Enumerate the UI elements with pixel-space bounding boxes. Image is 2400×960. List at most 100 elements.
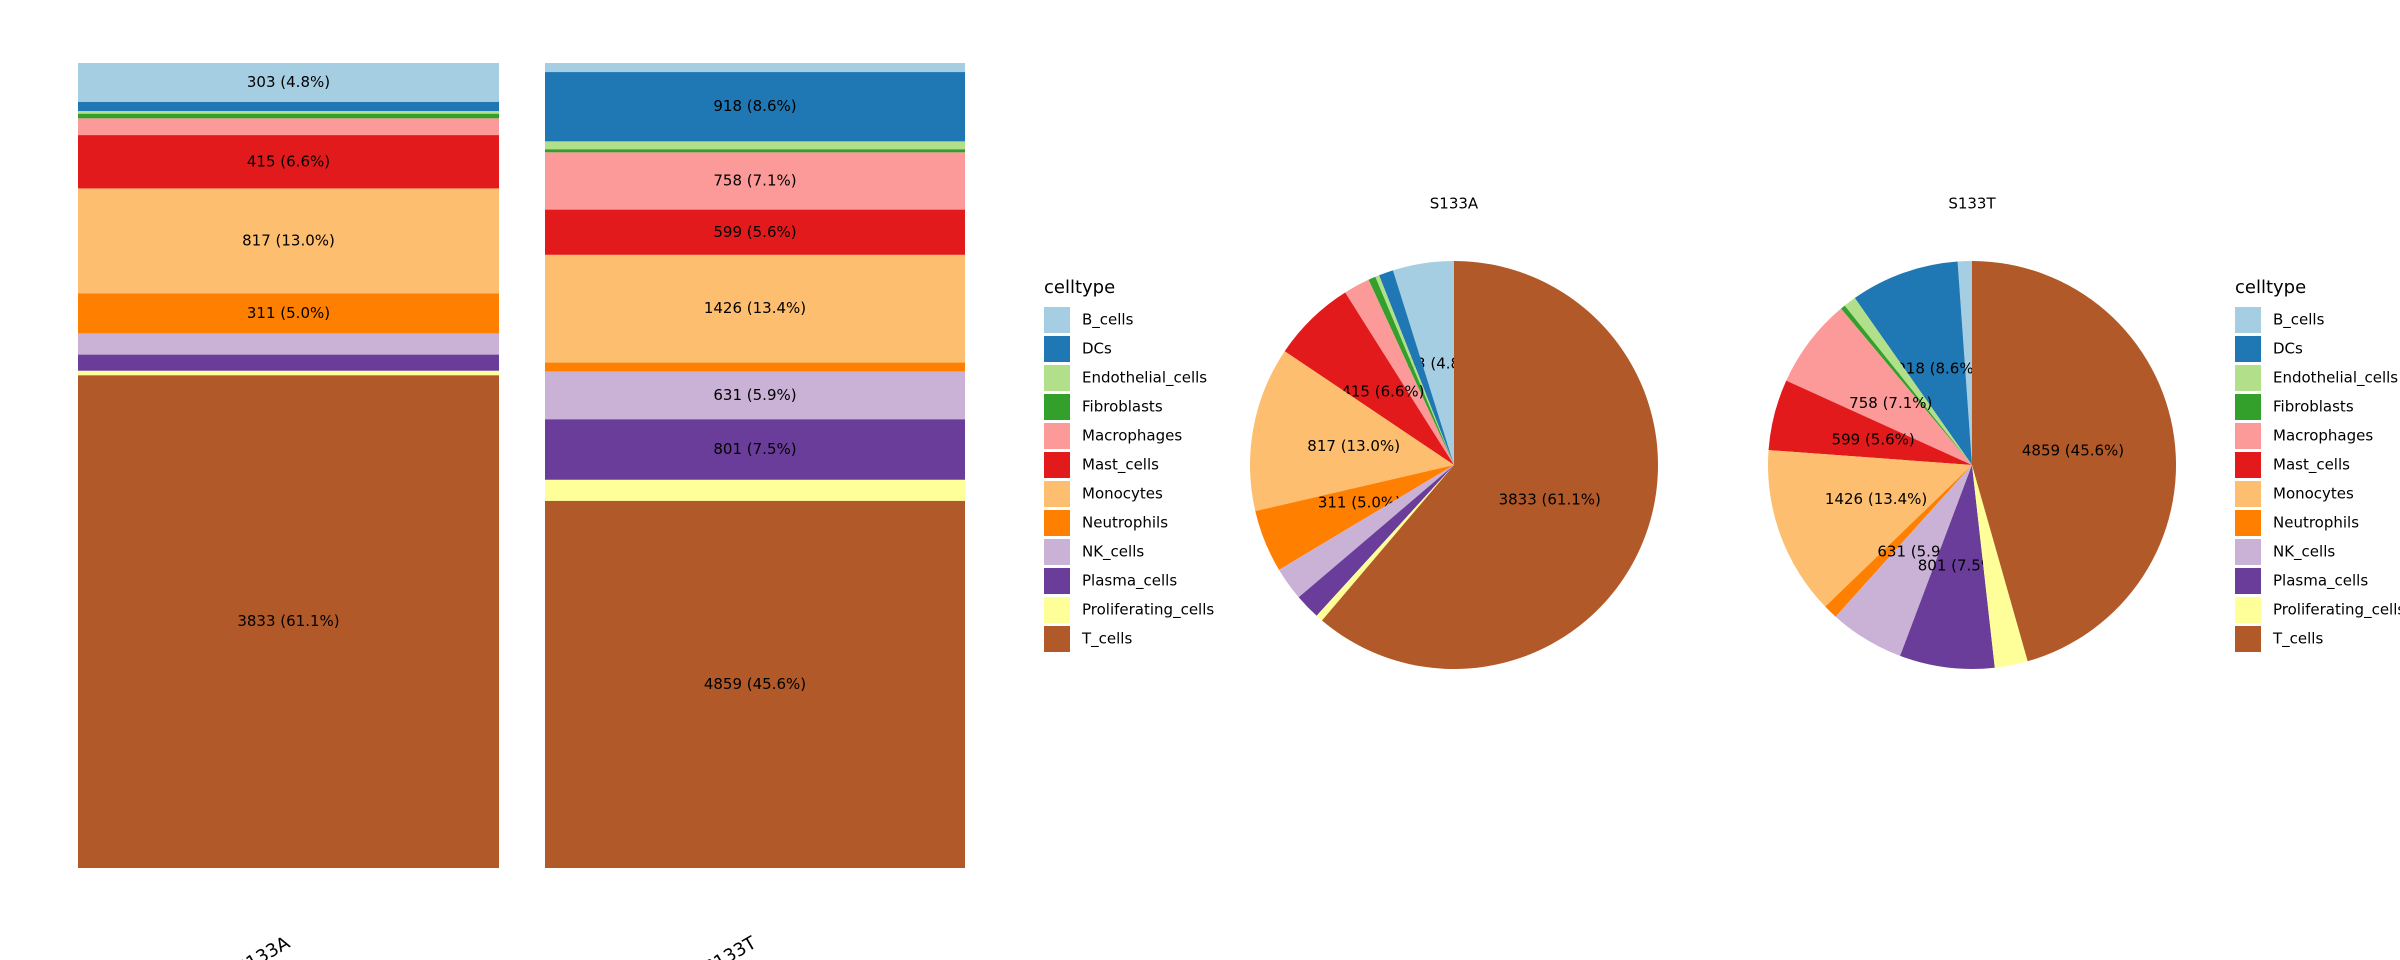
bar-segment	[78, 135, 499, 189]
pie-slice	[1972, 465, 2028, 668]
pie-slice	[1840, 305, 1972, 465]
value-label: 758 (7.1%)	[713, 172, 796, 190]
legend-title: celltype	[2235, 277, 2306, 298]
bar-segment	[545, 209, 965, 255]
legend-swatch	[1044, 568, 1070, 594]
value-label: 1426 (13.4%)	[704, 299, 806, 317]
legend-label: B_cells	[2273, 311, 2325, 330]
bar-segment	[78, 333, 499, 355]
pie-slice	[1255, 465, 1454, 570]
legend-label: NK_cells	[1082, 543, 1144, 562]
pie-slice	[1900, 465, 1995, 669]
bar-segment	[545, 152, 965, 210]
bar-segment	[545, 419, 965, 480]
bar-segment	[545, 63, 965, 73]
legend-swatch	[2235, 394, 2261, 420]
value-label: 3833 (61.1%)	[1499, 491, 1601, 509]
legend-swatch	[1044, 423, 1070, 449]
bar-segment	[545, 500, 965, 868]
value-label: 303 (4.8%)	[247, 73, 330, 91]
bar-segment	[78, 293, 499, 334]
legend-swatch	[2235, 481, 2261, 507]
legend-label: Proliferating_cells	[2273, 601, 2400, 620]
pie-slice	[1392, 261, 1454, 465]
value-label: 631 (5.9%)	[713, 386, 796, 404]
legend-swatch	[2235, 423, 2261, 449]
legend-swatch	[2235, 510, 2261, 536]
pie-slice	[1835, 465, 1972, 656]
legend-label: Mast_cells	[2273, 456, 2350, 475]
pie-slice	[1284, 292, 1454, 465]
bar-segment	[78, 370, 499, 376]
pie-slice	[1368, 276, 1454, 465]
value-label: 599 (5.6%)	[1832, 430, 1915, 448]
legend-label: DCs	[1082, 340, 1112, 358]
legend-label: Neutrophils	[2273, 514, 2359, 532]
legend-title: celltype	[1044, 277, 1115, 298]
bar-segment	[78, 354, 499, 371]
legend-swatch	[1044, 481, 1070, 507]
pie-slice	[1279, 465, 1454, 598]
bar-segment	[545, 72, 965, 142]
pie-slice	[1379, 270, 1454, 465]
value-label: 817 (13.0%)	[242, 231, 335, 249]
pie-slice	[1957, 261, 1972, 465]
value-label: 801 (7.5%)	[713, 440, 796, 458]
legend-label: Fibroblasts	[1082, 398, 1163, 416]
bar-segment	[78, 375, 499, 868]
legend-label: Macrophages	[1082, 427, 1182, 445]
chart-title: S133A	[1430, 195, 1479, 213]
x-tick-label: S133A	[233, 932, 294, 960]
legend-swatch	[1044, 539, 1070, 565]
legend-label: B_cells	[1082, 311, 1134, 330]
legend-swatch	[1044, 307, 1070, 333]
value-label: 758 (7.1%)	[1849, 394, 1932, 412]
bar-segment	[545, 149, 965, 153]
pie-slice	[1972, 261, 2176, 662]
legend-label: Neutrophils	[1082, 514, 1168, 532]
value-label: 311 (5.0%)	[1318, 494, 1401, 512]
legend-label: Proliferating_cells	[1082, 601, 1214, 620]
legend-label: Monocytes	[1082, 485, 1163, 503]
value-label: 4859 (45.6%)	[704, 675, 806, 693]
legend-swatch	[1044, 626, 1070, 652]
legend-swatch	[2235, 568, 2261, 594]
legend-swatch	[2235, 539, 2261, 565]
bar-segment	[78, 111, 499, 114]
value-label: 817 (13.0%)	[1307, 437, 1400, 455]
legend-swatch	[2235, 307, 2261, 333]
legend-label: Monocytes	[2273, 485, 2354, 503]
legend-label: Plasma_cells	[2273, 572, 2368, 591]
legend-label: Endothelial_cells	[2273, 369, 2398, 388]
bar-segment	[78, 113, 499, 119]
x-tick-label: S133T	[700, 932, 761, 960]
legend-swatch	[2235, 365, 2261, 391]
chart-title: S133T	[1948, 195, 1996, 213]
legend-swatch	[1044, 394, 1070, 420]
bar-segment	[78, 118, 499, 136]
pie-slice	[1844, 298, 1972, 465]
pie-slice	[1345, 279, 1454, 465]
legend-label: T_cells	[2272, 630, 2323, 649]
bar-segment	[545, 479, 965, 501]
pie-slice	[1375, 275, 1454, 465]
bar-segment	[78, 101, 499, 112]
legend-swatch	[2235, 452, 2261, 478]
legend-swatch	[1044, 365, 1070, 391]
value-label: 3833 (61.1%)	[237, 612, 339, 630]
value-label: 415 (6.6%)	[247, 152, 330, 170]
bar-segment	[78, 188, 499, 294]
bar-segment	[78, 63, 499, 102]
legend-label: Fibroblasts	[2273, 398, 2354, 416]
legend-label: T_cells	[1081, 630, 1132, 649]
legend-label: NK_cells	[2273, 543, 2335, 562]
pie-slice	[1316, 465, 1454, 621]
pie-slice	[1298, 465, 1454, 616]
value-label: 415 (6.6%)	[1341, 382, 1424, 400]
legend-swatch	[2235, 597, 2261, 623]
value-label: 801 (7.5%)	[1918, 557, 2001, 575]
pie-slice	[1768, 450, 1972, 607]
legend-label: Mast_cells	[1082, 456, 1159, 475]
bar-segment	[545, 362, 965, 372]
